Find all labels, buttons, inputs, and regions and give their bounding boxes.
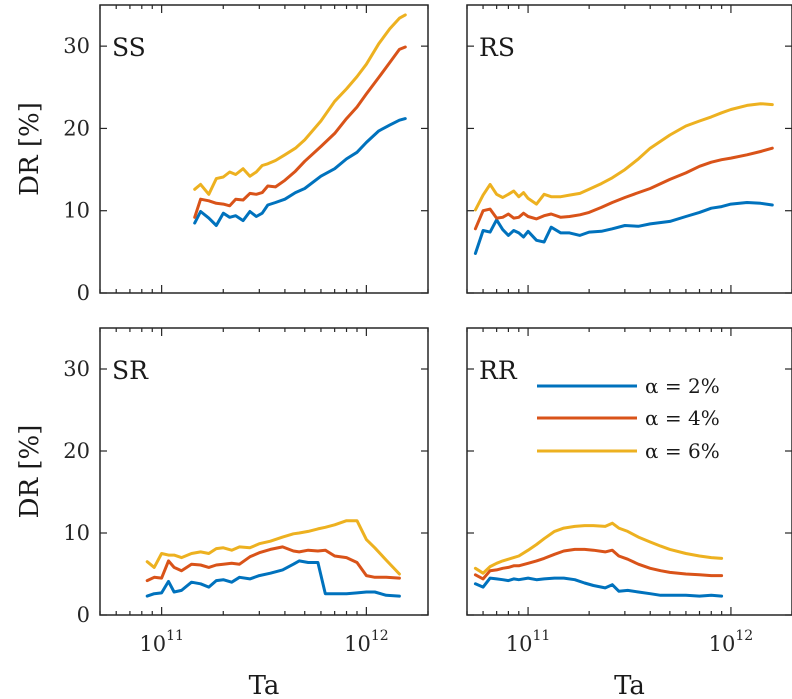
series-line-α = 6%: [145, 519, 401, 576]
y-axis-title: DR [%]: [15, 425, 45, 519]
panel-label: RR: [479, 356, 518, 385]
panel-label: SS: [112, 33, 146, 62]
y-tick-label: 30: [63, 357, 90, 381]
x-axis-title: Ta: [614, 671, 645, 699]
x-axis-title: Ta: [249, 671, 280, 699]
axes-frame: [99, 327, 429, 616]
legend-entry: α = 6%: [645, 439, 720, 463]
series-line-α = 2%: [145, 559, 401, 598]
series-line-α = 6%: [473, 521, 724, 575]
series-line-α = 2%: [473, 576, 724, 598]
x-tick-label: 1012: [344, 628, 389, 656]
y-tick-label: 0: [77, 281, 90, 305]
axes-frame: [466, 4, 792, 294]
series-line-α = 4%: [193, 45, 407, 219]
x-tick-label: 1011: [139, 628, 184, 656]
y-axis-title: DR [%]: [15, 102, 45, 196]
x-tick-label: 1012: [709, 628, 754, 656]
y-tick-label: 30: [63, 34, 90, 58]
panel-rr: 1011 1012 Ta RR α = 2% α = 4% α = 6%: [466, 327, 792, 699]
axes-frame: [99, 4, 429, 294]
legend-entry: α = 4%: [645, 406, 720, 430]
y-tick-label: 0: [77, 603, 90, 627]
panel-ss: 0 10 20 30 DR [%] SS: [15, 4, 429, 305]
y-tick-label: 20: [63, 439, 90, 463]
series-line-α = 6%: [473, 102, 774, 212]
x-tick-label: 1011: [506, 628, 551, 656]
legend-entry: α = 2%: [645, 374, 720, 398]
series-line-α = 2%: [473, 201, 774, 255]
series-line-α = 2%: [193, 117, 407, 227]
y-tick-label: 20: [63, 116, 90, 140]
series-line-α = 4%: [473, 146, 774, 231]
series-line-α = 6%: [193, 13, 407, 196]
y-tick-label: 10: [63, 521, 90, 545]
axes-frame: [466, 327, 792, 616]
panel-label: RS: [479, 33, 515, 62]
panel-rs: RS: [466, 4, 792, 294]
y-tick-label: 10: [63, 199, 90, 223]
series-line-α = 4%: [473, 547, 724, 581]
legend: α = 2% α = 4% α = 6%: [537, 374, 720, 463]
panel-label: SR: [112, 356, 149, 385]
series-line-α = 4%: [145, 545, 401, 583]
panel-sr: 0 10 20 30 1011 1012 Ta DR [%] SR: [15, 327, 429, 699]
